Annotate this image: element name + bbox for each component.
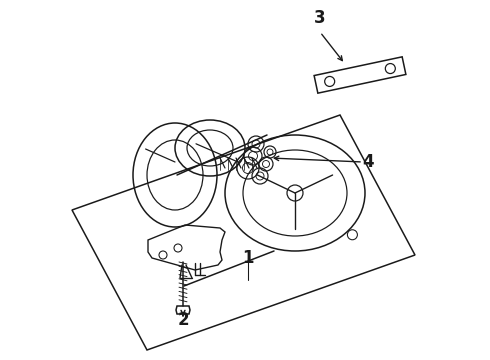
Text: 4: 4 [362,153,374,171]
Text: 1: 1 [242,249,254,267]
Text: 2: 2 [177,311,189,329]
Text: 3: 3 [314,9,326,27]
